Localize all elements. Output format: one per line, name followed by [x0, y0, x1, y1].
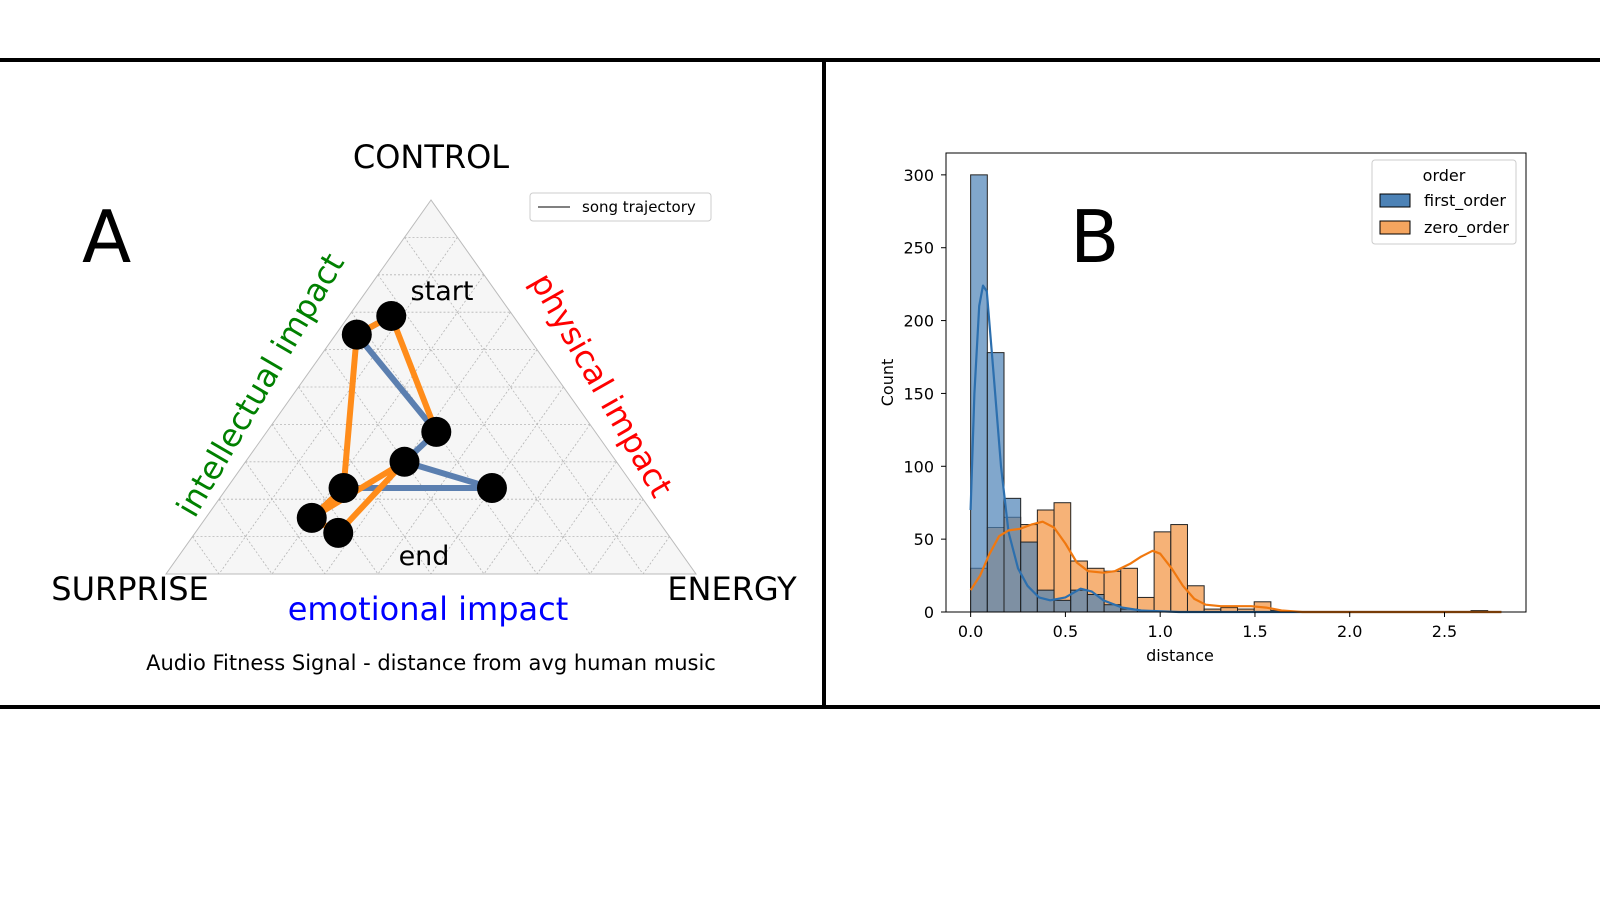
- ternary-gridline: [589, 498, 644, 575]
- legend-title: order: [1423, 166, 1466, 185]
- start-label: start: [411, 276, 474, 307]
- histogram-bar-first-order: [1086, 594, 1105, 613]
- kde-curve-first-order: [969, 284, 1502, 614]
- y-tick-label: 50: [914, 530, 934, 549]
- ternary-gridline: [324, 311, 511, 575]
- panel-a-caption: Audio Fitness Signal - distance from avg…: [146, 651, 716, 675]
- frame-bottom-rule: [0, 705, 1600, 709]
- legend-swatch-first-order: [1379, 193, 1411, 208]
- x-tick-label: 2.5: [1432, 622, 1457, 641]
- y-tick-label: 200: [903, 312, 934, 331]
- histogram-bar-zero-order: [1153, 531, 1172, 613]
- histogram-legend: order first_order zero_order: [1371, 159, 1517, 245]
- vertex-label-left: SURPRISE: [51, 570, 208, 608]
- x-tick-label: 0.5: [1053, 622, 1078, 641]
- legend-entry-first-order: first_order: [1424, 191, 1506, 211]
- ternary-gridline: [377, 274, 591, 575]
- legend-entry-zero-order: zero_order: [1424, 218, 1509, 238]
- kde-curve-zero-order: [969, 520, 1502, 614]
- histogram-bar-first-order: [970, 174, 988, 613]
- trajectory-point: [376, 300, 407, 331]
- x-axis-label: distance: [1146, 646, 1214, 665]
- ternary-gridline: [536, 461, 617, 575]
- histogram-bar-zero-order: [1170, 524, 1188, 613]
- vertex-label-right: ENERGY: [667, 570, 797, 608]
- ternary-panel: A CONTROL SURPRISE ENERGY intellectual i…: [51, 138, 797, 675]
- vertex-label-top: CONTROL: [353, 138, 509, 176]
- y-tick-label: 150: [903, 384, 934, 403]
- axis-label-bottom: emotional impact: [288, 590, 569, 628]
- kde-curves: [969, 284, 1502, 614]
- trajectory-point: [421, 416, 452, 447]
- trajectory-point: [476, 472, 507, 503]
- ternary-border: [165, 199, 697, 575]
- plot-frame: [945, 152, 1527, 613]
- ternary-legend: song trajectory: [529, 192, 712, 222]
- y-tick-label: 250: [903, 239, 934, 258]
- panel-b-letter: B: [1070, 195, 1119, 279]
- x-tick-label: 1.0: [1147, 622, 1172, 641]
- ternary-gridline: [271, 424, 379, 575]
- ternary-gridline: [218, 237, 458, 575]
- x-tick-label: 2.0: [1337, 622, 1362, 641]
- frame-top-rule: [0, 58, 1600, 62]
- trajectory-point: [296, 502, 327, 533]
- legend-frame: [529, 192, 712, 222]
- y-axis-label: Count: [878, 359, 897, 407]
- legend-label: song trajectory: [582, 198, 696, 216]
- y-axis-ticks: 0 50 100 150 200 250 300: [903, 166, 946, 622]
- y-tick-label: 300: [903, 166, 934, 185]
- histogram-panel: B 0.0 0.5 1.0 1.5 2.0 2.5 050100150200250300 …: [878, 152, 1527, 665]
- histogram-bar-first-order: [1053, 599, 1072, 613]
- trajectory-point: [328, 472, 359, 503]
- y-tick-label: 0: [924, 603, 934, 622]
- trajectory-point: [389, 446, 420, 477]
- ternary-gridline: [404, 237, 644, 575]
- x-tick-label: 0.0: [958, 622, 983, 641]
- trajectory-point: [341, 319, 372, 350]
- panel-a-letter: A: [82, 195, 131, 279]
- trajectory-point: [323, 517, 354, 548]
- ternary-gridline: [483, 424, 591, 575]
- ternary-grid: [192, 236, 670, 575]
- x-axis-ticks: 0.0 0.5 1.0 1.5 2.0 2.5: [958, 612, 1457, 641]
- histogram-bar-zero-order: [1120, 567, 1138, 613]
- y-tick-label: 100: [903, 457, 934, 476]
- frame-divider: [822, 58, 826, 709]
- end-label: end: [399, 541, 450, 572]
- legend-swatch-zero-order: [1379, 220, 1411, 235]
- x-tick-label: 1.5: [1242, 622, 1267, 641]
- ternary-gridline: [245, 461, 326, 575]
- ternary-gridline: [218, 498, 273, 575]
- trajectory-points: [296, 300, 507, 548]
